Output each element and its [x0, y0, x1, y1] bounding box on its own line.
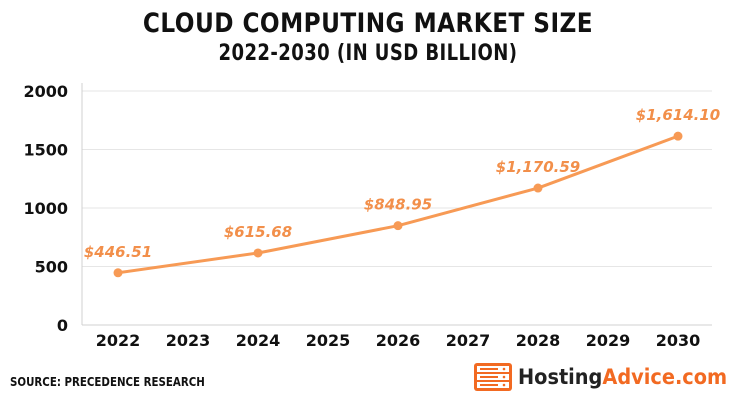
y-tick-label: 0	[57, 316, 68, 335]
data-label: $1,614.10	[636, 106, 720, 124]
x-tick-label: 2023	[166, 331, 211, 350]
chart-subtitle: 2022-2030 (IN USD BILLION)	[218, 41, 518, 66]
data-label: $615.68	[224, 223, 292, 241]
data-point	[393, 221, 403, 231]
x-tick-label: 2027	[446, 331, 491, 350]
data-point	[673, 131, 683, 141]
data-point	[253, 248, 263, 258]
y-tick-label: 500	[35, 258, 68, 277]
y-tick-label: 1500	[23, 141, 68, 160]
data-point	[533, 183, 543, 193]
brand-name-part2: Advice.com	[602, 365, 728, 389]
x-tick-label: 2025	[306, 331, 351, 350]
data-label: $848.95	[364, 196, 432, 214]
brand-name: HostingAdvice.com	[518, 365, 727, 389]
x-tick-label: 2024	[236, 331, 281, 350]
x-tick-label: 2029	[586, 331, 631, 350]
source-note: SOURCE: PRECEDENCE RESEARCH	[10, 374, 205, 389]
x-tick-label: 2030	[656, 331, 701, 350]
brand-name-part1: Hosting	[518, 365, 603, 389]
y-tick-label: 1000	[23, 199, 68, 218]
data-point	[113, 268, 123, 278]
chart-title: CLOUD COMPUTING MARKET SIZE	[142, 8, 594, 39]
data-label: $1,170.59	[496, 158, 580, 176]
brand-logo: HostingAdvice.com	[474, 362, 736, 392]
server-rack-icon	[474, 363, 512, 391]
x-tick-label: 2026	[376, 331, 421, 350]
y-tick-label: 2000	[23, 82, 68, 101]
x-tick-label: 2028	[516, 331, 561, 350]
x-tick-label: 2022	[96, 331, 141, 350]
data-label: $446.51	[84, 243, 152, 261]
